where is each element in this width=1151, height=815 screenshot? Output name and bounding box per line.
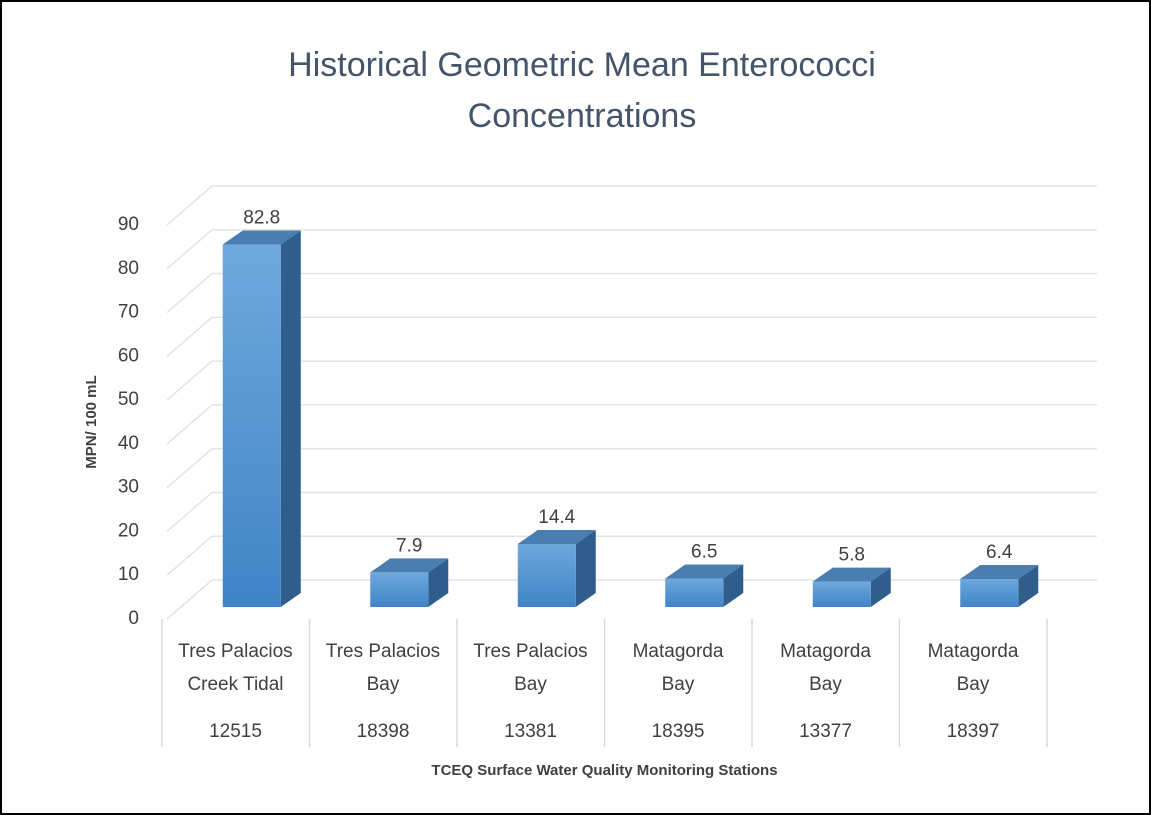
bar bbox=[222, 244, 281, 607]
bar-side bbox=[280, 230, 301, 607]
x-axis-title: TCEQ Surface Water Quality Monitoring St… bbox=[431, 762, 778, 779]
bar-side bbox=[428, 558, 449, 607]
x-tick-label: Tres Palacios Creek Tidal bbox=[178, 641, 293, 695]
y-axis-title: MPN/ 100 mL bbox=[83, 375, 100, 468]
bar-top bbox=[665, 564, 744, 579]
grid-line bbox=[166, 360, 213, 401]
bar bbox=[960, 578, 1019, 607]
y-tick-label: 0 bbox=[128, 608, 139, 629]
y-tick-label: 10 bbox=[118, 564, 139, 585]
x-tick-label: 18398 bbox=[356, 721, 410, 742]
bar-side bbox=[575, 529, 596, 607]
grid-line bbox=[166, 535, 213, 576]
bar-side bbox=[1018, 564, 1039, 607]
value-label: 6.5 bbox=[691, 542, 717, 563]
value-label: 14.4 bbox=[538, 507, 575, 528]
x-tick-label: 18397 bbox=[946, 721, 1000, 742]
x-tick-label: Tres Palacios Bay bbox=[473, 641, 588, 695]
value-label: 7.9 bbox=[396, 535, 422, 556]
x-tick-label: Matagorda Bay bbox=[927, 641, 1019, 695]
grid-line bbox=[166, 272, 213, 314]
y-tick-label: 90 bbox=[118, 214, 139, 235]
grid-line bbox=[166, 185, 213, 226]
x-tick-label: 13381 bbox=[504, 721, 557, 742]
grid-line bbox=[166, 448, 213, 489]
bar bbox=[517, 543, 576, 607]
bar-top bbox=[222, 230, 301, 245]
value-label: 5.8 bbox=[839, 545, 865, 566]
grid-line bbox=[166, 404, 213, 445]
bar-side bbox=[870, 567, 891, 607]
grid-line bbox=[166, 579, 213, 620]
grid-line bbox=[166, 229, 213, 270]
bar-top bbox=[517, 529, 596, 544]
y-tick-label: 60 bbox=[118, 345, 139, 366]
chart-title: Historical Geometric Mean Enterococci Co… bbox=[288, 46, 876, 135]
y-tick-label: 20 bbox=[118, 520, 139, 541]
x-tick-label: 12515 bbox=[209, 721, 262, 742]
bar bbox=[370, 572, 429, 607]
bar-top bbox=[960, 564, 1039, 579]
x-tick-label: Matagorda Bay bbox=[780, 641, 871, 695]
x-tick-label: 13377 bbox=[799, 721, 852, 742]
bar-top bbox=[812, 567, 891, 582]
y-tick-label: 80 bbox=[118, 258, 139, 279]
y-tick-label: 70 bbox=[118, 302, 139, 323]
x-tick-label: Matagorda Bay bbox=[632, 641, 724, 695]
grid-line bbox=[166, 491, 213, 533]
x-tick-label: Tres Palacios Bay bbox=[325, 641, 441, 695]
bar-side bbox=[723, 564, 744, 607]
bar bbox=[665, 578, 724, 607]
value-label: 82.8 bbox=[243, 208, 280, 229]
grid-line bbox=[166, 316, 213, 357]
bar-top bbox=[370, 558, 449, 573]
bar bbox=[812, 581, 871, 607]
y-tick-label: 40 bbox=[118, 433, 139, 454]
y-tick-label: 50 bbox=[118, 389, 139, 410]
value-label: 6.4 bbox=[986, 542, 1013, 563]
x-tick-label: 18395 bbox=[651, 721, 705, 742]
y-tick-label: 30 bbox=[118, 477, 139, 498]
